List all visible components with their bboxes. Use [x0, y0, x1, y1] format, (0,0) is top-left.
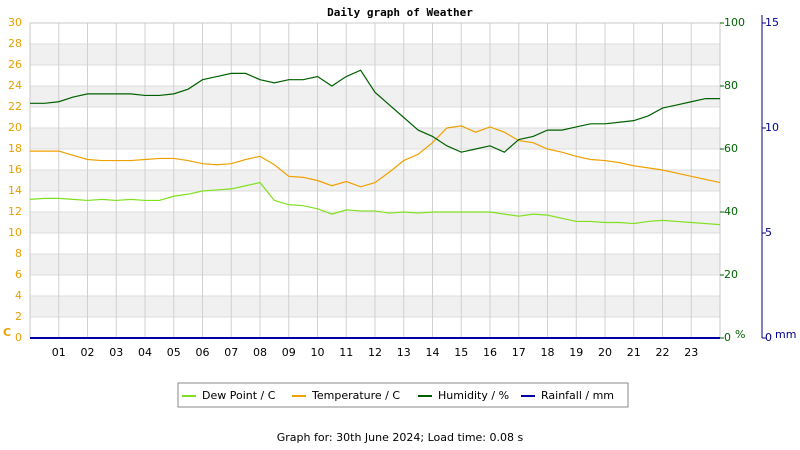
- y2-tick-label: 40: [724, 205, 738, 218]
- y3-tick-label: 5: [765, 226, 772, 239]
- x-tick-label: 17: [512, 346, 526, 359]
- y2-tick-label: 20: [724, 268, 738, 281]
- y-tick-label: 18: [8, 142, 22, 155]
- x-tick-label: 18: [541, 346, 555, 359]
- x-tick-label: 05: [167, 346, 181, 359]
- y-tick-label: 6: [15, 268, 22, 281]
- series-line: [30, 125, 721, 188]
- x-tick-label: 15: [454, 346, 468, 359]
- series-line: [29, 181, 721, 226]
- x-tick-label: 08: [253, 346, 267, 359]
- x-tick-label: 13: [397, 346, 411, 359]
- x-tick-label: 12: [368, 346, 382, 359]
- x-tick-label: 04: [138, 346, 152, 359]
- y-tick-label: 10: [8, 226, 22, 239]
- y3-tick-label: 10: [765, 121, 779, 134]
- y-tick-label: 4: [15, 289, 22, 302]
- y-tick-label: 8: [15, 247, 22, 260]
- x-tick-label: 03: [109, 346, 123, 359]
- y2-tick-label: 100: [724, 16, 745, 29]
- y-tick-label: 26: [8, 58, 22, 71]
- legend-label: Dew Point / C: [202, 389, 276, 402]
- x-tick-label: 01: [52, 346, 66, 359]
- y2-tick-label: 80: [724, 79, 738, 92]
- footer: Graph for: 30th June 2024; Load time: 0.…: [277, 431, 524, 444]
- x-tick-label: 02: [81, 346, 95, 359]
- x-tick-label: 09: [282, 346, 296, 359]
- y-tick-label: 2: [15, 310, 22, 323]
- y-axis-label: C: [3, 326, 11, 339]
- chart-title: Daily graph of Weather: [327, 6, 473, 19]
- x-tick-label: 20: [598, 346, 612, 359]
- y-tick-label: 28: [8, 37, 22, 50]
- y2-axis-label: %: [735, 328, 745, 341]
- y-tick-label: 16: [8, 163, 22, 176]
- y3-tick-label: 15: [765, 16, 779, 29]
- y-tick-label: 20: [8, 121, 22, 134]
- x-tick-label: 11: [339, 346, 353, 359]
- x-tick-label: 07: [224, 346, 238, 359]
- legend-label: Rainfall / mm: [541, 389, 614, 402]
- y2-tick-label: 60: [724, 142, 738, 155]
- y3-axis-label: mm: [775, 328, 796, 341]
- x-tick-label: 21: [627, 346, 641, 359]
- x-tick-label: 16: [483, 346, 497, 359]
- y-tick-label: 14: [8, 184, 22, 197]
- x-tick-label: 23: [684, 346, 698, 359]
- y-tick-label: 12: [8, 205, 22, 218]
- legend-box: [177, 382, 629, 408]
- y-tick-label: 30: [8, 16, 22, 29]
- legend-label: Temperature / C: [311, 389, 400, 402]
- x-tick-label: 10: [311, 346, 325, 359]
- y-tick-label: 24: [8, 79, 22, 92]
- x-tick-label: 06: [196, 346, 210, 359]
- y3-tick-label: 0: [765, 331, 772, 344]
- legend-label: Humidity / %: [438, 389, 509, 402]
- y-tick-label: 0: [15, 331, 22, 344]
- x-tick-label: 19: [569, 346, 583, 359]
- y2-tick-label: 0: [724, 331, 731, 344]
- series-line: [30, 69, 720, 153]
- x-tick-label: 22: [656, 346, 670, 359]
- y-tick-label: 22: [8, 100, 22, 113]
- x-tick-label: 14: [426, 346, 440, 359]
